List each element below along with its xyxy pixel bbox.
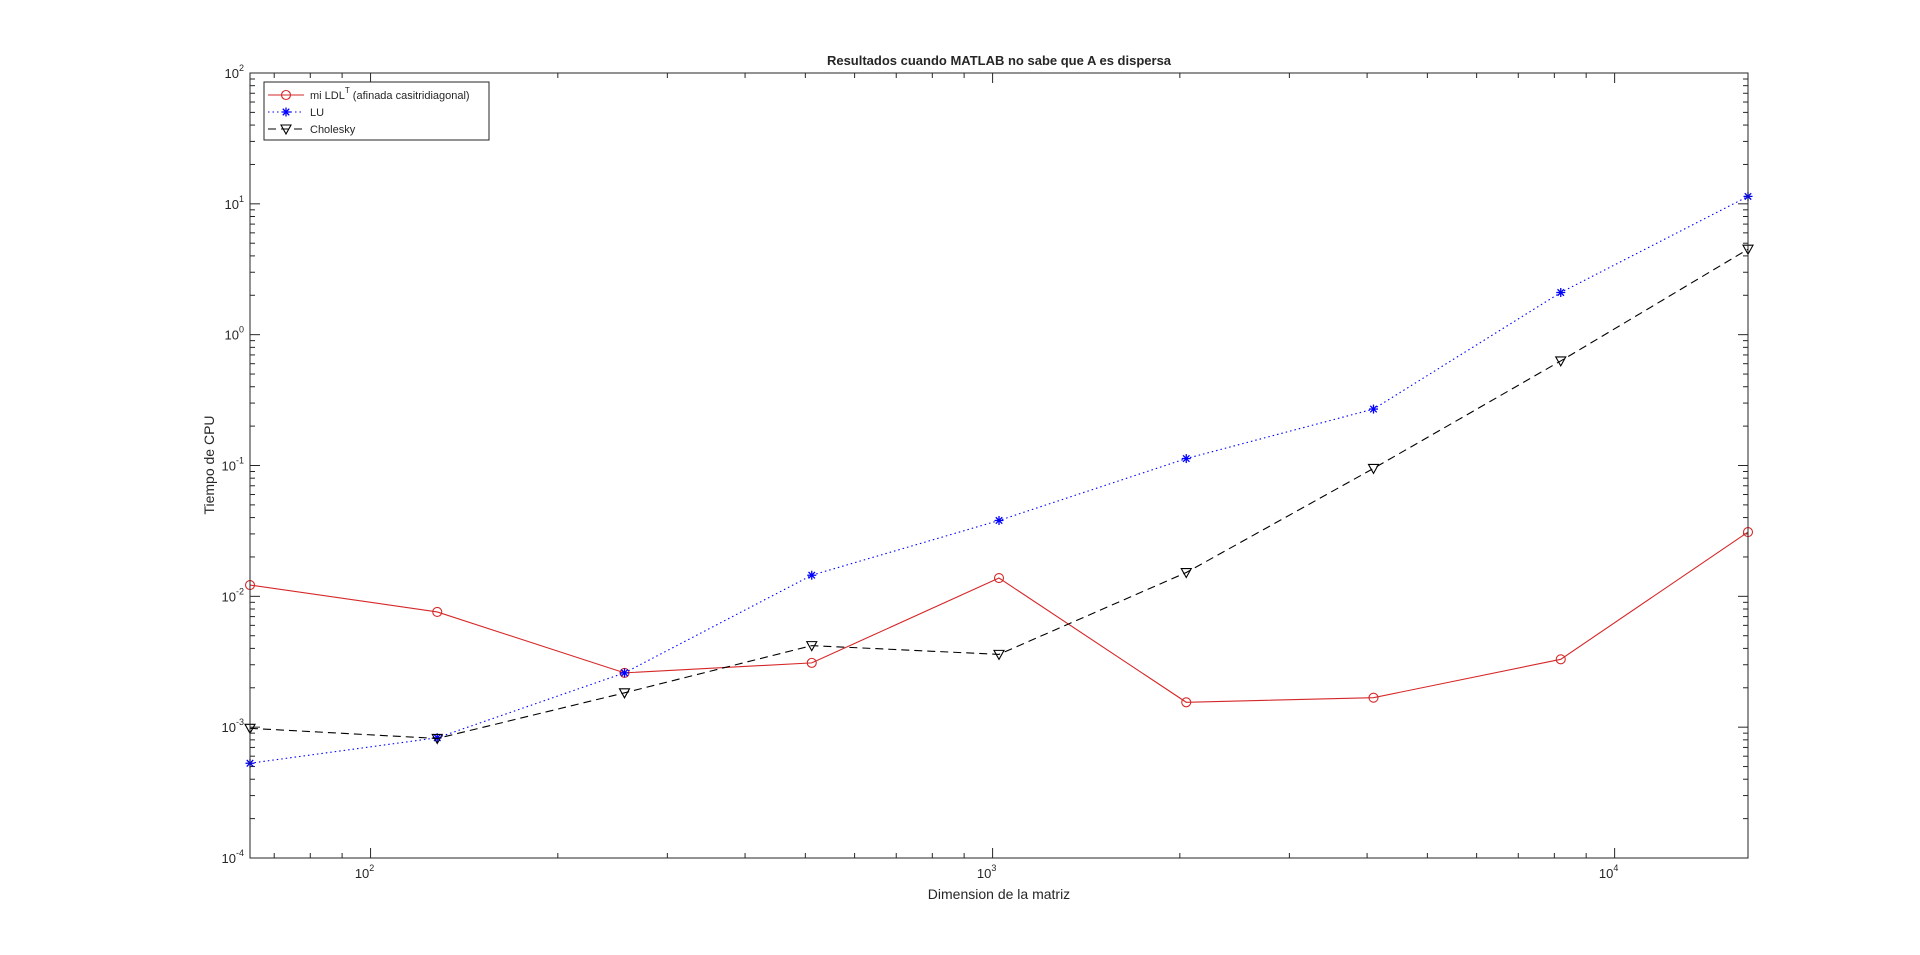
x-axis-label: Dimension de la matriz [928,886,1070,902]
legend-entry: mi LDLT (afinada casitridiagonal) [268,86,470,102]
data-point [1368,692,1379,703]
series-line [249,531,1749,703]
axes-box [249,72,1749,859]
data-point [1554,356,1567,368]
plot-area [250,73,1748,858]
series-line [249,248,1749,739]
data-point [1556,288,1566,298]
legend-marker [280,124,292,136]
data-point [620,668,629,678]
data-point [1367,463,1380,475]
data-point [1369,404,1378,414]
data-point [1555,654,1566,665]
data-point [1180,567,1193,579]
data-point [805,641,818,652]
legend-marker [281,107,291,117]
series-group [244,191,1754,768]
data-point [806,657,817,668]
legend-label: LU [310,107,324,119]
data-point [431,733,444,745]
data-point [1181,454,1191,464]
minor-ticks [250,73,1748,858]
legend-box [263,81,490,141]
data-point [993,649,1005,661]
data-point [618,688,631,699]
legend-entry: LU [268,107,324,119]
data-point [807,570,817,580]
legend-label: Cholesky [310,124,356,136]
legend-label: mi LDLT (afinada casitridiagonal) [310,86,470,102]
data-point [993,572,1005,584]
legend: mi LDLT (afinada casitridiagonal) LU Chole… [263,81,490,141]
chart-title: Resultados cuando MATLAB no sabe que A e… [827,53,1172,68]
legend-entry: Cholesky [268,124,356,136]
legend-marker [280,89,292,101]
data-point [432,606,443,617]
y-axis-label: Tiempo de CPU [201,415,217,514]
data-point [994,515,1004,525]
data-point [1181,697,1192,708]
